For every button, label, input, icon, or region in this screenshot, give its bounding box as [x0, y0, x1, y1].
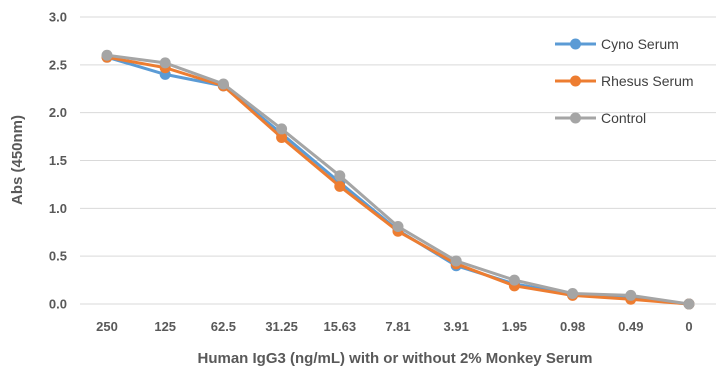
legend-label: Rhesus Serum	[601, 73, 694, 89]
legend: Cyno Serum Rhesus Serum Control	[555, 36, 694, 126]
series-control	[101, 49, 695, 310]
y-tick-label: 1.5	[49, 153, 67, 168]
series-line	[106, 55, 690, 306]
data-point	[625, 289, 637, 301]
gridlines	[80, 16, 716, 305]
data-point	[334, 180, 346, 192]
legend-swatch-marker	[570, 112, 581, 124]
y-axis-tick-labels: 0.0 0.5 1.0 1.5 2.0 2.5 3.0	[49, 10, 67, 312]
data-point	[508, 274, 520, 286]
series-cyno-serum	[101, 51, 695, 310]
y-tick-label: 0.0	[49, 297, 67, 312]
x-tick-label: 1.95	[502, 319, 527, 334]
legend-item: Cyno Serum	[555, 36, 679, 52]
y-tick-label: 0.5	[49, 249, 67, 264]
legend-item: Rhesus Serum	[555, 73, 694, 89]
legend-swatch-marker	[570, 38, 581, 50]
legend-item: Control	[555, 110, 646, 126]
data-point	[334, 170, 346, 182]
y-tick-label: 3.0	[49, 10, 67, 25]
legend-label: Control	[601, 110, 646, 126]
data-point	[159, 57, 171, 69]
x-tick-label: 3.91	[444, 319, 469, 334]
x-tick-label: 0.49	[618, 319, 643, 334]
x-tick-label: 0	[685, 319, 692, 334]
series-line	[106, 53, 690, 306]
data-point	[392, 221, 404, 233]
x-tick-label: 7.81	[385, 319, 410, 334]
data-point	[217, 78, 229, 90]
series-line	[106, 55, 690, 306]
x-tick-label: 62.5	[211, 319, 236, 334]
y-axis-title: Abs (450nm)	[9, 115, 26, 205]
data-point	[450, 255, 462, 267]
y-tick-label: 2.0	[49, 105, 67, 120]
x-axis-tick-labels: 250 125 62.5 31.25 15.63 7.81 3.91 1.95 0.98 0.49…	[96, 319, 692, 334]
legend-label: Cyno Serum	[601, 36, 679, 52]
x-tick-label: 250	[96, 319, 118, 334]
y-tick-label: 2.5	[49, 57, 67, 72]
x-tick-label: 15.63	[324, 319, 357, 334]
data-point	[276, 123, 288, 135]
series-rhesus-serum	[101, 51, 695, 310]
series-group	[101, 49, 695, 310]
legend-swatch-marker	[570, 75, 581, 87]
x-axis-title: Human IgG3 (ng/mL) with or without 2% Mo…	[197, 350, 592, 367]
x-tick-label: 0.98	[560, 319, 585, 334]
x-tick-label: 31.25	[265, 319, 298, 334]
data-point	[276, 132, 288, 144]
data-point	[683, 298, 695, 310]
data-point	[101, 49, 113, 61]
x-tick-label: 125	[154, 319, 176, 334]
y-tick-label: 1.0	[49, 201, 67, 216]
data-point	[567, 287, 579, 299]
